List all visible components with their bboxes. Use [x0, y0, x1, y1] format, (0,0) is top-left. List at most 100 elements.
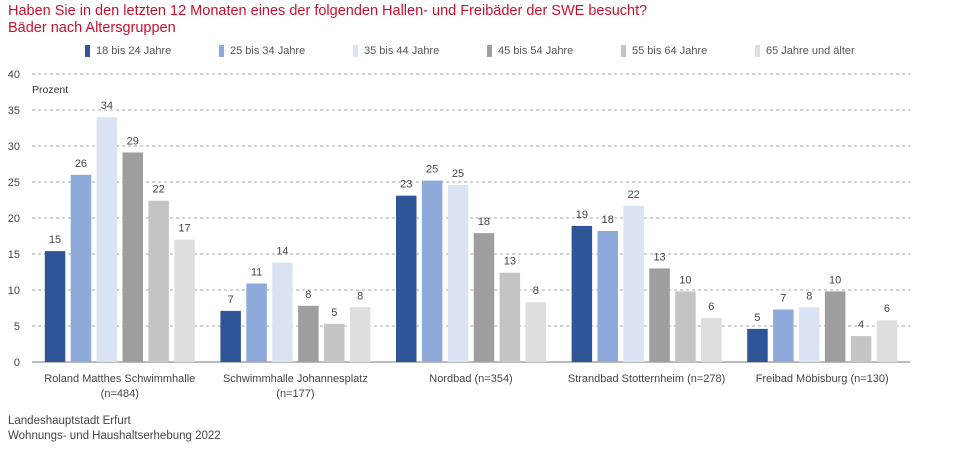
bar-value-label: 13: [504, 256, 516, 268]
bar-value-label: 25: [452, 168, 464, 180]
legend-swatch: [353, 45, 358, 57]
bar-value-label: 15: [49, 234, 61, 246]
bar-value-label: 29: [127, 135, 139, 147]
legend-swatch: [85, 45, 90, 57]
legend-swatch: [621, 45, 626, 57]
bar: [701, 318, 722, 362]
legend-swatch: [755, 45, 760, 57]
title-block: Haben Sie in den letzten 12 Monaten eine…: [8, 3, 647, 37]
bar-value-label: 5: [331, 307, 337, 319]
y-tick-label: 20: [8, 213, 20, 225]
x-tick-label: Roland Matthes Schwimmhalle: [44, 373, 195, 385]
bar: [747, 328, 768, 362]
bar-value-label: 18: [478, 216, 490, 228]
legend-label: 18 bis 24 Jahre: [96, 45, 172, 57]
bar: [473, 233, 495, 362]
y-axis-label: Prozent: [32, 84, 68, 96]
x-tick-label: Nordbad (n=354): [429, 373, 512, 385]
bar: [597, 230, 618, 362]
bar-value-label: 14: [276, 246, 288, 258]
footer: Landeshauptstadt Erfurt Wohnungs- und Ha…: [8, 414, 221, 444]
bar-value-label: 19: [576, 209, 588, 221]
bar: [70, 174, 92, 362]
legend-item: 25 bis 34 Jahre: [219, 45, 353, 57]
bar: [122, 152, 143, 362]
bar: [44, 251, 66, 362]
y-tick-label: 35: [8, 105, 20, 117]
bar: [675, 291, 696, 362]
bar-value-label: 26: [75, 158, 87, 170]
bar-value-label: 8: [305, 289, 311, 301]
bar: [623, 205, 644, 362]
y-tick-label: 5: [14, 321, 20, 333]
bar: [499, 272, 521, 362]
bar: [850, 336, 872, 362]
bar-value-label: 8: [533, 285, 539, 297]
y-tick-label: 10: [8, 285, 20, 297]
legend-item: 35 bis 44 Jahre: [353, 45, 487, 57]
x-tick-label: Freibad Möbisburg (n=130): [756, 373, 889, 385]
chart-title-line-2: Bäder nach Altersgruppen: [8, 20, 176, 36]
bar-value-label: 10: [829, 274, 841, 286]
bar: [298, 305, 319, 362]
legend-swatch: [219, 45, 224, 57]
bar-value-label: 4: [858, 319, 864, 331]
bar-value-label: 7: [228, 294, 234, 306]
bar: [447, 184, 469, 362]
bar-value-label: 18: [602, 214, 614, 226]
legend-item: 55 bis 64 Jahre: [621, 45, 755, 57]
bar-chart: 0 5 10 15 20 25 30 35 40 Prozent 15 26 34 29 22 17 Rolan…: [8, 69, 910, 400]
bar-value-label: 10: [679, 274, 691, 286]
bar-value-label: 5: [754, 312, 760, 324]
legend-label: 55 bis 64 Jahre: [632, 45, 708, 57]
bar: [824, 291, 846, 362]
x-tick-label: Schwimmhalle Johannesplatz: [223, 373, 368, 385]
bar: [220, 310, 241, 362]
bar-value-label: 25: [426, 164, 438, 176]
bar: [396, 195, 417, 362]
bar: [525, 302, 546, 362]
legend-swatch: [487, 45, 492, 57]
x-tick-label: Strandbad Stotternheim (n=278): [568, 373, 725, 385]
x-tick-label: (n=484): [101, 388, 139, 400]
bar: [799, 307, 820, 362]
bar-value-label: 13: [653, 251, 665, 263]
bar-value-label: 23: [400, 179, 412, 191]
bar-value-label: 11: [251, 267, 262, 279]
y-tick-label: 40: [8, 69, 20, 81]
footer-survey: Wohnungs- und Haushaltserhebung 2022: [8, 430, 221, 442]
bar: [876, 320, 898, 362]
x-tick-label: (n=177): [276, 388, 314, 400]
bar-value-label: 6: [884, 303, 890, 315]
bar-value-label: 22: [628, 189, 640, 201]
y-tick-label: 0: [14, 357, 20, 369]
legend: 18 bis 24 Jahre 25 bis 34 Jahre 35 bis 44 …: [85, 45, 889, 57]
bar: [571, 225, 593, 362]
bar: [773, 309, 794, 362]
bar: [272, 262, 293, 362]
bar: [649, 268, 670, 362]
legend-label: 65 Jahre und älter: [766, 45, 855, 57]
y-tick-label: 25: [8, 177, 20, 189]
bar-value-label: 22: [153, 184, 165, 196]
bar: [246, 283, 267, 362]
bar: [349, 307, 371, 362]
bar: [421, 180, 443, 362]
bar: [174, 239, 195, 362]
chart-title-line-1: Haben Sie in den letzten 12 Monaten eine…: [8, 3, 648, 19]
bar: [96, 117, 118, 362]
bar-value-label: 6: [708, 301, 714, 313]
footer-source: Landeshauptstadt Erfurt: [8, 415, 131, 427]
bar-value-label: 34: [101, 100, 113, 112]
legend-label: 35 bis 44 Jahre: [364, 45, 440, 57]
legend-label: 25 bis 34 Jahre: [230, 45, 306, 57]
y-tick-label: 15: [8, 249, 20, 261]
bar-value-label: 8: [357, 290, 363, 302]
legend-item: 18 bis 24 Jahre: [85, 45, 219, 57]
bar: [324, 323, 345, 362]
legend-item: 45 bis 54 Jahre: [487, 45, 621, 57]
bar-value-label: 7: [780, 292, 786, 304]
bar-value-label: 8: [806, 290, 812, 302]
y-tick-label: 30: [8, 141, 20, 153]
bar: [148, 200, 169, 362]
